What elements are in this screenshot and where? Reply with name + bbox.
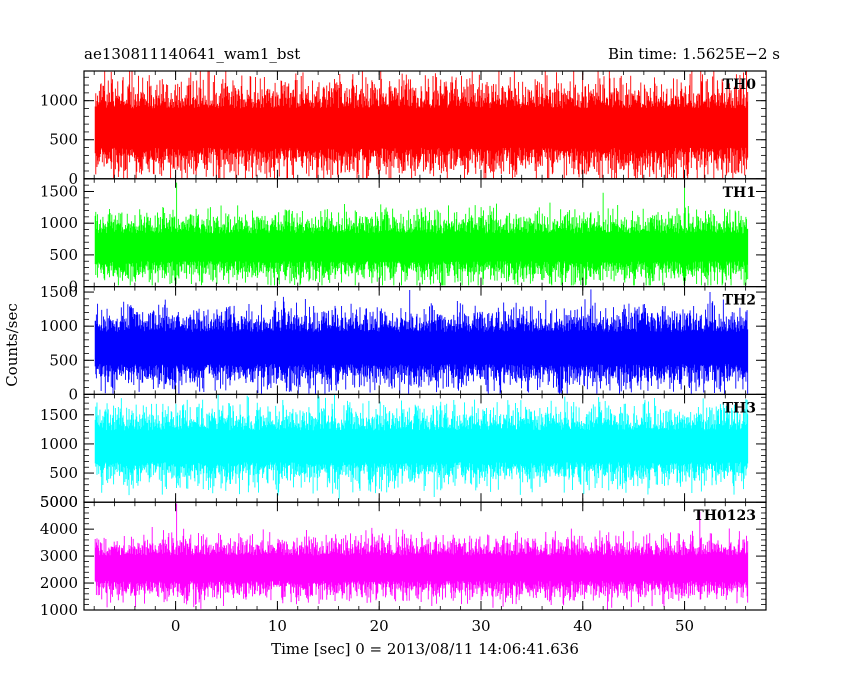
panel-label: TH0 <box>723 77 757 93</box>
x-axis-label: Time [sec] 0 = 2013/08/11 14:06:41.636 <box>271 640 579 658</box>
y-tick-label: 4000 <box>40 520 78 538</box>
panel-label: TH3 <box>723 400 756 416</box>
series-trace-th0123 <box>94 503 749 610</box>
figure-title: ae130811140641_wam1_bst <box>84 45 300 63</box>
y-tick-label: 0 <box>68 170 78 188</box>
series-trace-th2 <box>94 289 749 394</box>
y-tick-label: 500 <box>49 464 78 482</box>
panel-th2: 0 500 1000 1500 TH2 <box>40 283 767 403</box>
y-tick-label: 5000 <box>40 493 78 511</box>
y-tick-label: 500 <box>49 131 78 149</box>
panel-th0: 0 500 1000 TH0 <box>40 70 767 188</box>
y-tick-label: 0 <box>68 278 78 296</box>
y-tick-label: 500 <box>49 246 78 264</box>
bin-time-label: Bin time: 1.5625E−2 s <box>608 45 780 63</box>
x-tick-label: 50 <box>675 617 694 635</box>
y-tick-label: 1000 <box>40 435 78 453</box>
x-tick-label: 0 <box>171 617 181 635</box>
y-tick-label: 1000 <box>40 214 78 232</box>
panel-label: TH0123 <box>693 508 756 524</box>
y-tick-label: 1000 <box>40 317 78 335</box>
y-tick-label: 500 <box>49 351 78 369</box>
series-trace-th1 <box>94 182 749 286</box>
y-tick-label: 1500 <box>40 283 78 301</box>
panel-th0123: 1000 2000 3000 4000 5000 TH0123 <box>40 493 767 619</box>
x-tick-label: 20 <box>370 617 389 635</box>
x-tick-label: 10 <box>268 617 287 635</box>
panel-th3: 500 1000 1500 5000 TH3 <box>40 393 767 511</box>
panel-th1: 0 500 1000 1500 TH1 <box>40 178 767 296</box>
panel-label: TH2 <box>723 293 756 309</box>
y-tick-label: 5000 <box>40 493 78 511</box>
y-axis-label: Counts/sec <box>3 303 21 387</box>
x-tick-label: 40 <box>573 617 592 635</box>
y-tick-label: 1500 <box>40 182 78 200</box>
y-tick-label: 3000 <box>40 547 78 565</box>
y-tick-label: 1000 <box>40 601 78 619</box>
y-tick-label: 1500 <box>40 406 78 424</box>
y-tick-label: 0 <box>68 385 78 403</box>
y-tick-label: 2000 <box>40 574 78 592</box>
panel-label: TH1 <box>723 185 756 201</box>
series-trace-th3 <box>94 394 749 500</box>
x-tick-label: 30 <box>471 617 490 635</box>
series-trace-th0 <box>94 71 749 179</box>
y-tick-label: 1000 <box>40 92 78 110</box>
